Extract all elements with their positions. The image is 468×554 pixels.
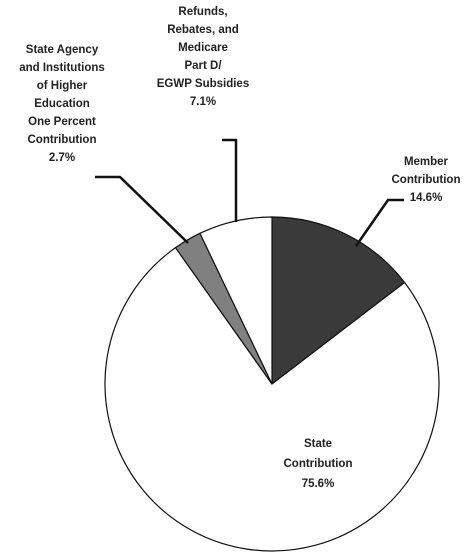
label-line: of Higher bbox=[37, 80, 88, 92]
pie-slice bbox=[271, 216, 406, 386]
label-line: Contribution bbox=[392, 174, 461, 186]
value-label: 2.7% bbox=[49, 152, 75, 164]
slice-label: Member Contribution 14.6% bbox=[392, 156, 461, 204]
leader-line bbox=[354, 198, 404, 247]
label-line: EGWP Subsidies bbox=[157, 78, 249, 90]
leader-line bbox=[95, 175, 189, 244]
label-line: Rebates, and bbox=[167, 24, 239, 36]
slice-label: Refunds, Rebates, and Medicare Part D/EGWP … bbox=[157, 6, 249, 108]
leader-line bbox=[222, 138, 238, 222]
label-line: Education bbox=[34, 98, 90, 110]
pie bbox=[104, 216, 440, 552]
value-label: 7.1% bbox=[190, 96, 216, 108]
slice-label: State Agency and Institutions of Higher Edu… bbox=[19, 44, 105, 164]
value-label: 14.6% bbox=[410, 192, 443, 204]
label-line: State Agency bbox=[26, 44, 99, 56]
label-line: Contribution bbox=[28, 134, 97, 146]
label-line: and Institutions bbox=[19, 62, 105, 74]
label-line: Contribution bbox=[284, 458, 353, 470]
label-line: Member bbox=[404, 156, 449, 168]
value-label: 75.6% bbox=[302, 478, 335, 490]
label-line: One Percent bbox=[28, 116, 96, 128]
pie-slice bbox=[104, 246, 440, 552]
label-line: Part D/ bbox=[184, 60, 222, 72]
label-line: State bbox=[304, 438, 332, 450]
label-line: Refunds, bbox=[178, 6, 227, 18]
label-line: Medicare bbox=[178, 42, 228, 54]
slice-label: State Contribution 75.6% bbox=[284, 438, 353, 490]
